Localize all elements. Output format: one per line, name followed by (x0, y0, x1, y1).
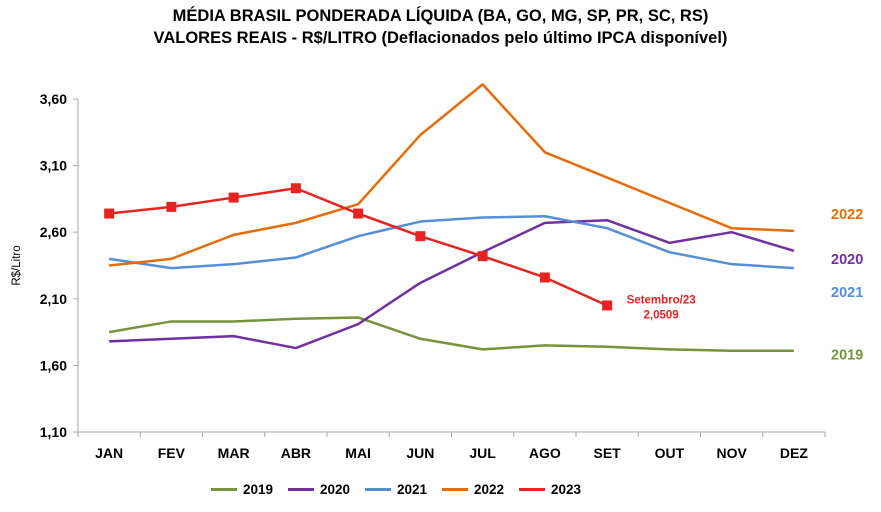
marker-2023 (228, 192, 239, 203)
legend-swatch (288, 488, 314, 491)
chart-subtitle: VALORES REAIS - R$/LITRO (Deflacionados … (153, 29, 728, 47)
axes: 1,10 1,60 2,10 2,60 3,10 3,60 JAN FEV MAR ABR MAI J… (11, 91, 826, 461)
marker-2023 (353, 208, 364, 219)
y-tick-label: 3,60 (40, 91, 67, 107)
marker-2023 (415, 231, 426, 242)
labels-layer: 2019 2020 2021 2022 Setembro/23 2,0509 (627, 207, 864, 364)
annotation-label: Setembro/23 (627, 294, 696, 306)
y-tick-label: 1,10 (40, 424, 67, 440)
legend-swatch (519, 488, 545, 491)
annotation-value: 2,0509 (644, 309, 679, 321)
x-tick-label: AGO (529, 445, 561, 461)
legend-swatch (442, 488, 468, 491)
x-tick-label: JUN (406, 445, 434, 461)
y-tick-label: 3,10 (40, 158, 67, 174)
legend-swatch (211, 488, 237, 491)
legend-label: 2020 (320, 482, 351, 497)
x-tick-label: DEZ (780, 445, 808, 461)
y-tick-label: 2,10 (40, 291, 67, 307)
series-line-2023 (108, 186, 608, 307)
marker-2023 (290, 183, 301, 194)
series-line-2022 (108, 83, 794, 267)
x-tick-label: SET (594, 445, 622, 461)
marker-2023 (104, 208, 115, 219)
legend-label: 2019 (243, 482, 274, 497)
legend-label: 2023 (551, 482, 582, 497)
x-tick-label: MAR (218, 445, 250, 461)
series-line-2020 (109, 218, 795, 350)
marker-2023 (539, 272, 550, 283)
x-tick-label: ABR (281, 445, 311, 461)
end-label-2019: 2019 (831, 348, 863, 364)
end-label-2020: 2020 (831, 252, 863, 268)
y-axis-label: R$/Litro (11, 245, 23, 285)
legend-item-2023: 2023 (519, 482, 581, 497)
x-tick-label: FEV (158, 445, 186, 461)
y-tick-label: 1,60 (40, 357, 67, 373)
y-tick-label: 2,60 (40, 224, 67, 240)
series-line-2019 (108, 316, 794, 352)
legend-swatch (365, 488, 391, 491)
legend-label: 2021 (397, 482, 428, 497)
marker-2023 (602, 300, 613, 311)
x-tick-label: NOV (716, 445, 747, 461)
marker-2023 (166, 201, 177, 212)
legend-label: 2022 (474, 482, 505, 497)
series-layer (104, 83, 795, 352)
legend-item-2022: 2022 (442, 482, 504, 497)
end-label-2021: 2021 (831, 285, 863, 301)
chart-title: MÉDIA BRASIL PONDERADA LÍQUIDA (BA, GO, … (172, 7, 709, 25)
x-tick-label: JAN (95, 445, 123, 461)
legend-item-2019: 2019 (211, 482, 273, 497)
x-tick-label: MAI (345, 445, 371, 461)
legend-item-2020: 2020 (288, 482, 350, 497)
x-tick-label: JUL (469, 445, 496, 461)
series-line-2021 (108, 214, 794, 270)
marker-2023 (477, 251, 488, 262)
end-label-2022: 2022 (831, 207, 863, 223)
legend-item-2021: 2021 (365, 482, 427, 497)
x-tick-label: OUT (655, 445, 685, 461)
line-chart: 1,10 1,60 2,10 2,60 3,10 3,60 JAN FEV MAR ABR MAI J… (11, 83, 864, 461)
